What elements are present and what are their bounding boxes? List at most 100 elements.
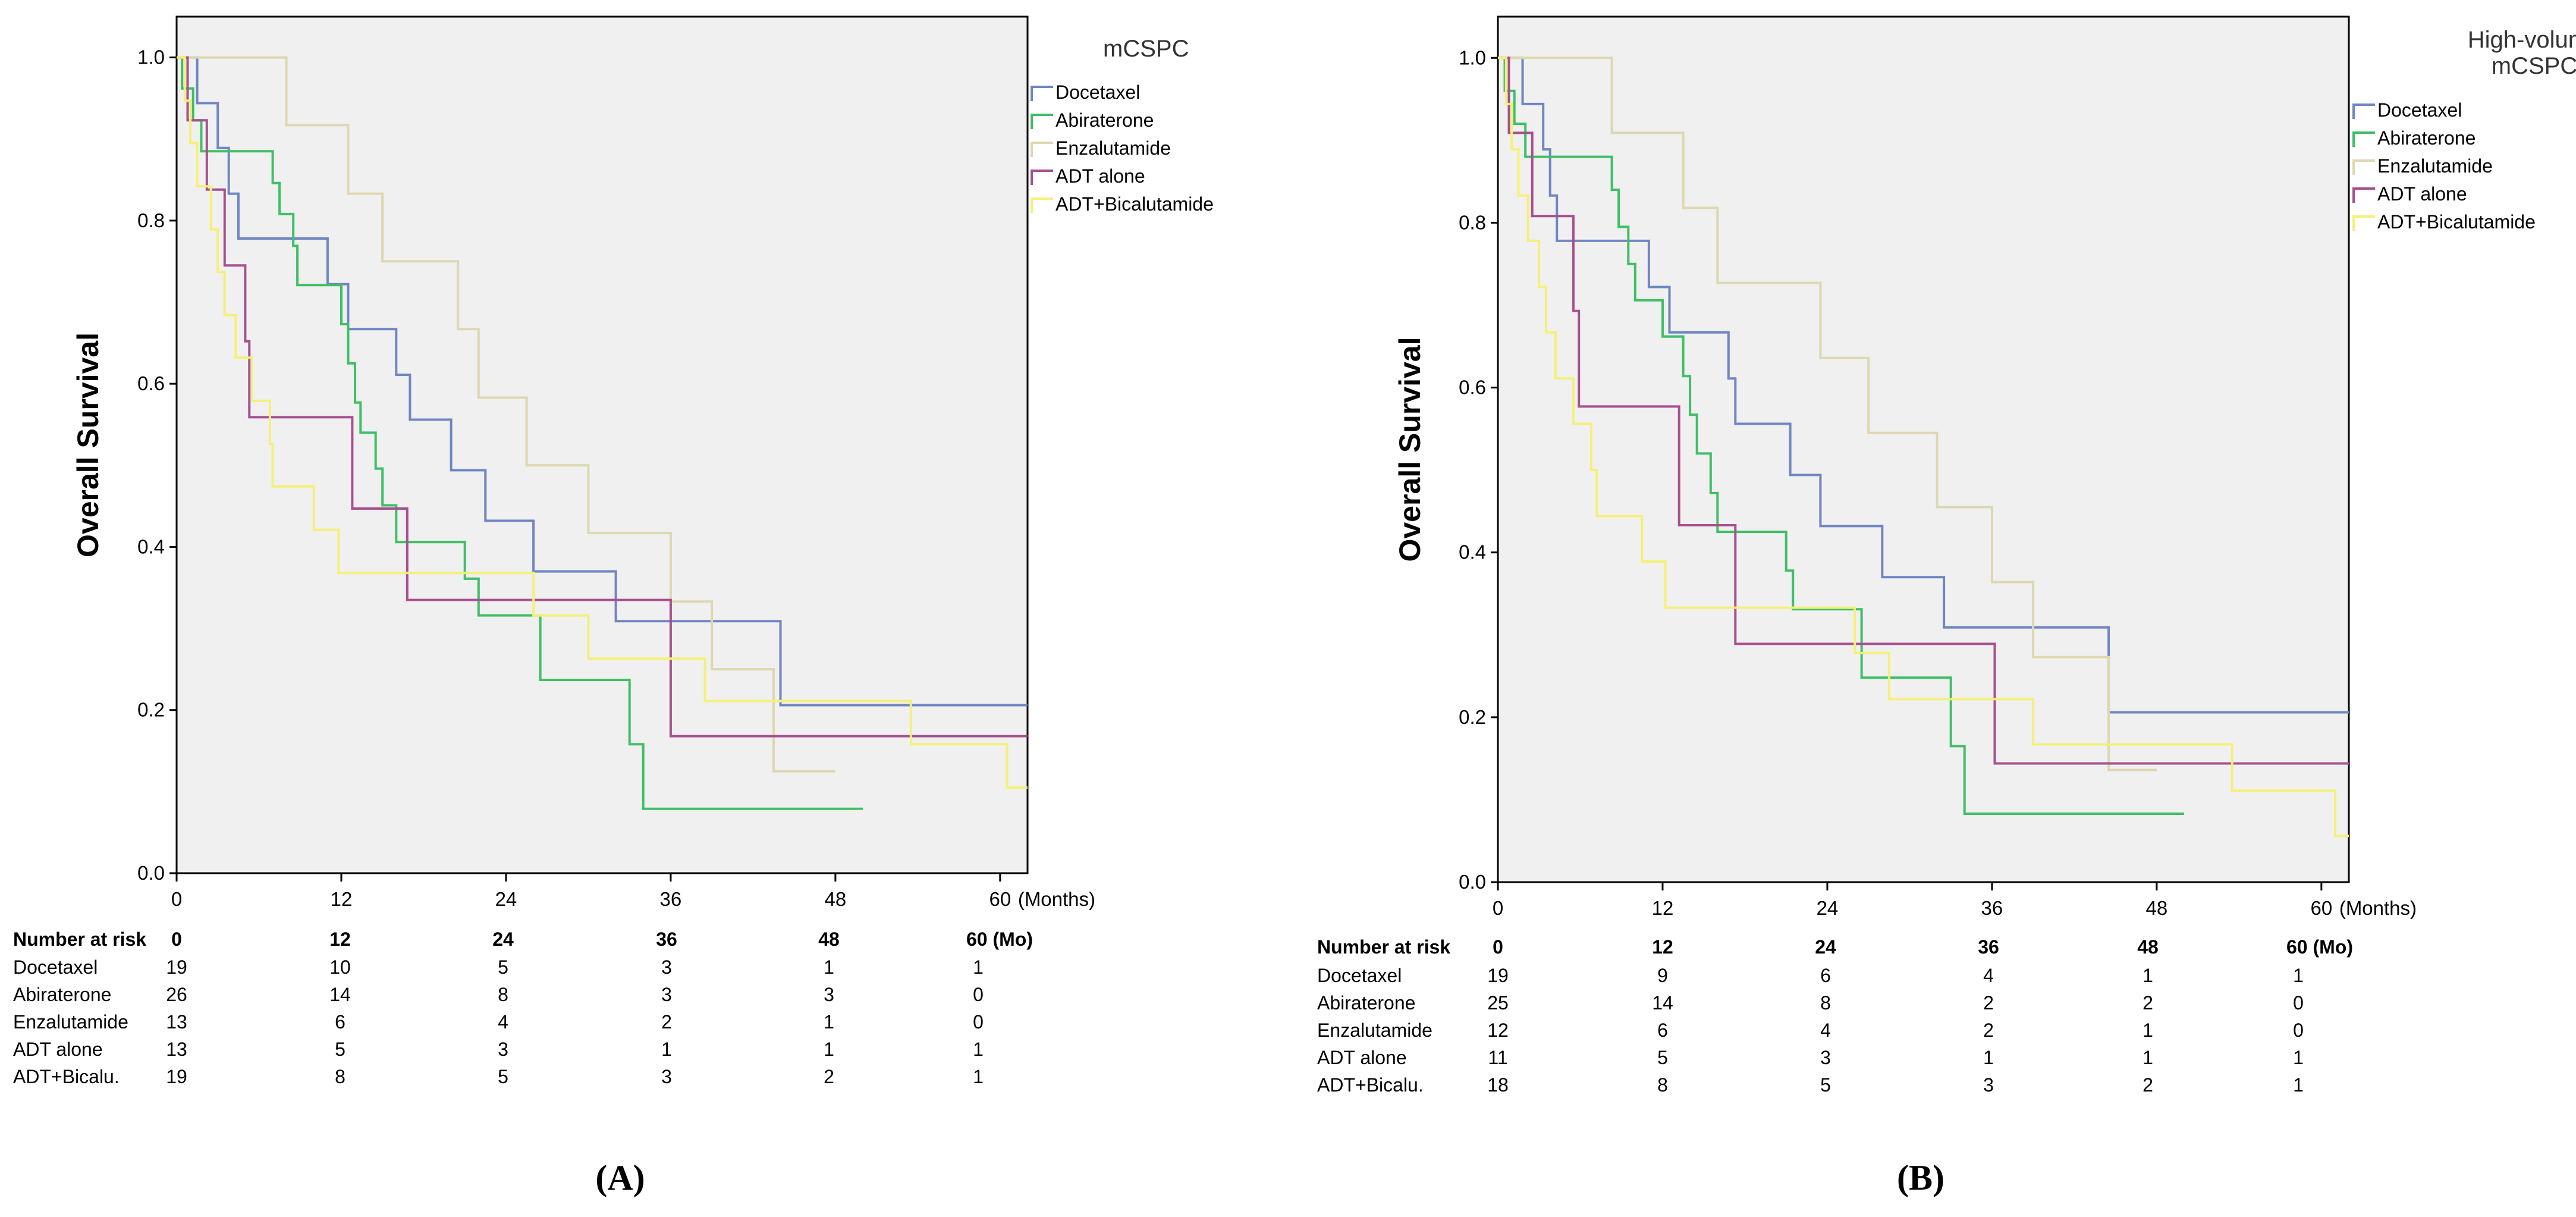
x-tick-label: 36 — [660, 888, 682, 910]
risk-table-cell: 1 — [973, 1039, 984, 1060]
risk-table-cell: 12 — [1487, 1020, 1509, 1041]
risk-table-cell: 1 — [973, 1066, 984, 1087]
risk-table-cell: 3 — [661, 984, 672, 1005]
y-tick-label: 0.8 — [137, 209, 165, 231]
legend-swatch — [2352, 215, 2375, 231]
legend-label: Enzalutamide — [2377, 155, 2493, 177]
risk-table-row-label: Docetaxel — [13, 956, 98, 978]
risk-table-row-label: Docetaxel — [1317, 965, 1402, 986]
y-tick-label: 0.4 — [1459, 541, 1486, 563]
legend-swatch — [2352, 131, 2375, 147]
y-tick-label: 0.0 — [1459, 871, 1486, 893]
risk-table-cell: 10 — [329, 956, 351, 978]
risk-table-cell: 5 — [1820, 1074, 1831, 1096]
risk-table-cell: 14 — [1652, 992, 1673, 1014]
risk-table-cell: 5 — [498, 956, 508, 978]
risk-table-timepoint: 60 (Mo) — [966, 929, 1033, 950]
legend-swatch — [1031, 86, 1053, 101]
risk-table-cell: 3 — [1820, 1047, 1831, 1068]
risk-table-timepoint: 12 — [1652, 936, 1673, 958]
risk-table-cell: 8 — [1657, 1074, 1668, 1096]
risk-table-cell: 14 — [329, 984, 351, 1005]
legend-title: mCSPC — [1103, 36, 1189, 62]
x-tick-label: 60 — [989, 888, 1011, 910]
risk-table-cell: 1 — [2293, 1047, 2304, 1068]
risk-table-cell: 0 — [973, 1011, 984, 1033]
legend-label: Docetaxel — [2377, 99, 2462, 121]
risk-table-cell: 2 — [2143, 1074, 2153, 1096]
risk-table-cell: 1 — [2293, 1074, 2304, 1096]
risk-table-timepoint: 48 — [2137, 936, 2159, 958]
risk-table-cell: 3 — [661, 956, 672, 978]
risk-table-cell: 19 — [1487, 965, 1509, 986]
survival-curve-adt-bicalutamide — [177, 56, 1028, 789]
risk-table-row-label: Abiraterone — [1317, 992, 1415, 1014]
y-tick-label: 0.2 — [1459, 706, 1486, 728]
risk-table-cell: 3 — [498, 1039, 508, 1060]
survival-curve-enzalutamide — [177, 56, 835, 773]
risk-table-cell: 4 — [498, 1011, 508, 1033]
risk-table-cell: 6 — [1657, 1020, 1668, 1041]
survival-curve-adt-bicalutamide — [1498, 57, 2349, 838]
risk-table-cell: 0 — [2293, 1020, 2304, 1041]
x-unit-label: (Months) — [1018, 888, 1095, 910]
y-tick-label: 0.4 — [137, 535, 165, 557]
x-tick-label: 0 — [1493, 897, 1503, 919]
survival-curve-enzalutamide — [1498, 57, 2157, 771]
risk-table-cell: 1 — [2143, 1047, 2153, 1068]
risk-table-cell: 2 — [661, 1011, 672, 1033]
risk-table-cell: 25 — [1487, 992, 1509, 1014]
x-tick-label: 36 — [1981, 897, 2003, 919]
legend-title: High-volumemCSPC — [2468, 27, 2576, 79]
risk-table-cell: 1 — [2143, 1020, 2153, 1041]
legend-label: Docetaxel — [1055, 81, 1140, 103]
risk-table-cell: 2 — [2143, 992, 2153, 1014]
x-tick-label: 24 — [1817, 897, 1839, 919]
risk-table-timepoint: 36 — [1978, 936, 1999, 958]
risk-table-timepoint: 48 — [818, 929, 840, 950]
risk-table-row-label: Enzalutamide — [13, 1011, 128, 1033]
risk-table-cell: 4 — [1983, 965, 1994, 986]
y-tick-label: 1.0 — [1459, 46, 1486, 68]
risk-table-cell: 19 — [166, 956, 187, 978]
legend-label: ADT+Bicalutamide — [2377, 211, 2536, 233]
risk-table-cell: 1 — [661, 1039, 672, 1060]
x-tick-label: 12 — [1652, 897, 1674, 919]
risk-table-cell: 5 — [335, 1039, 345, 1060]
risk-table-timepoint: 60 (Mo) — [2286, 936, 2353, 958]
risk-table-cell: 6 — [335, 1011, 345, 1033]
risk-table-cell: 3 — [824, 984, 834, 1005]
x-tick-label: 48 — [2146, 897, 2168, 919]
risk-table-header: Number at risk — [1317, 936, 1450, 958]
risk-table-cell: 3 — [1983, 1074, 1994, 1096]
risk-table-cell: 4 — [1820, 1020, 1831, 1041]
legend-label: Abiraterone — [2377, 127, 2476, 149]
risk-table-row-label: ADT alone — [1317, 1047, 1407, 1068]
risk-table-row-label: Abiraterone — [13, 984, 111, 1005]
y-tick-label: 1.0 — [137, 46, 165, 68]
panel-label: (A) — [595, 1158, 645, 1197]
risk-table-cell: 8 — [335, 1066, 345, 1087]
legend-swatch — [2352, 187, 2375, 203]
risk-table-cell: 19 — [166, 1066, 187, 1087]
survival-curve-adt-alone — [1498, 57, 2349, 765]
risk-table-cell: 18 — [1487, 1074, 1509, 1096]
plot-area — [1497, 15, 2350, 883]
survival-curve-abiraterone — [1498, 57, 2184, 815]
risk-table-header: Number at risk — [13, 929, 146, 950]
survival-curve-docetaxel — [177, 56, 1028, 707]
risk-table-cell: 1 — [824, 1011, 834, 1033]
x-tick-label: 48 — [825, 888, 847, 910]
survival-curve-abiraterone — [177, 56, 863, 810]
legend-swatch — [2352, 159, 2375, 175]
risk-table-cell: 0 — [973, 984, 984, 1005]
legend-label: ADT alone — [1055, 165, 1145, 187]
risk-table-cell: 3 — [661, 1066, 672, 1087]
legend-label: Abiraterone — [1055, 109, 1154, 131]
risk-table-row-label: ADT+Bicalu. — [13, 1066, 120, 1087]
legend-swatch — [1031, 197, 1053, 213]
legend-swatch — [1031, 142, 1053, 157]
risk-table-cell: 13 — [166, 1011, 187, 1033]
y-axis-label: Overall Survival — [71, 333, 105, 557]
